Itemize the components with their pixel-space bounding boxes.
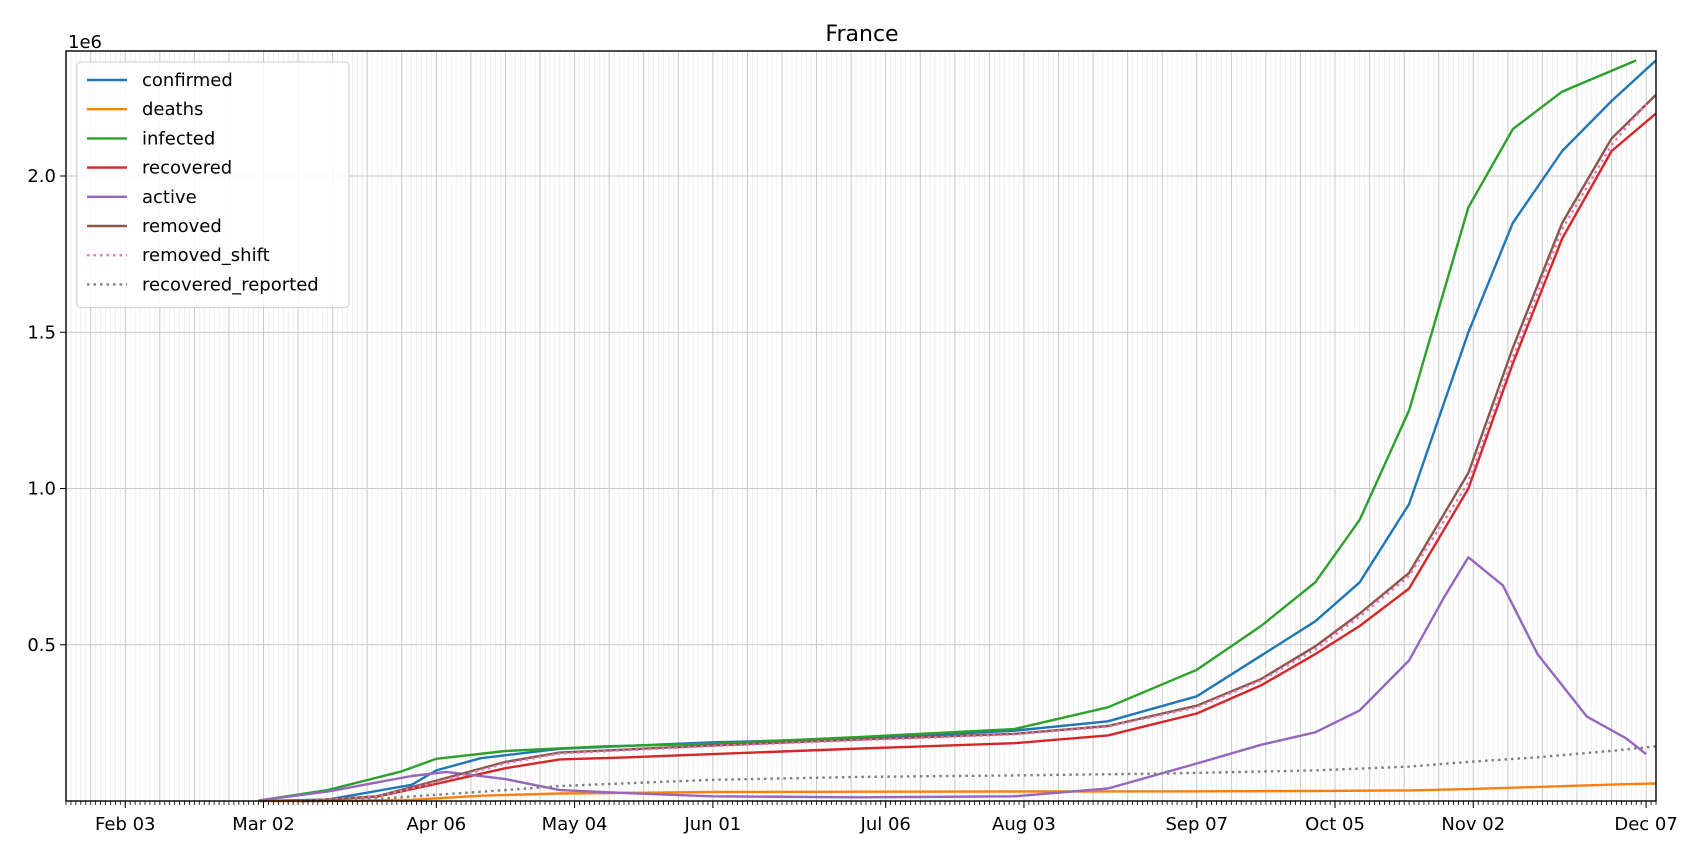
x-tick-label: Nov 02 (1441, 814, 1505, 835)
series-layer (258, 59, 1657, 803)
major-grid (66, 51, 1656, 801)
series-line-infected (258, 59, 1637, 802)
x-axis: Feb 03 Mar 02 Apr 06 May 04 Jun 01 Jul 06 Aug … (65, 801, 1678, 835)
x-tick-label: Sep 07 (1165, 814, 1228, 835)
y-tick-label: 1.5 (27, 322, 56, 343)
y-tick-label: 0.5 (27, 635, 56, 656)
series-line-recovered-reported (302, 745, 1657, 803)
legend-label: recovered_reported (142, 274, 319, 295)
series-line-active (258, 556, 1647, 802)
x-tick-label: Apr 06 (406, 814, 466, 835)
y-tick-label: 1.0 (27, 479, 56, 500)
legend-label: deaths (142, 99, 203, 120)
legend-label: recovered (142, 158, 232, 179)
series-line-recovered (302, 112, 1657, 803)
series-line-deaths (258, 782, 1657, 803)
series-line-removed-shift (302, 103, 1648, 803)
legend: confirmed deaths infected recovered active re… (76, 61, 350, 309)
x-tick-label: Mar 02 (232, 814, 295, 835)
series-line-removed (302, 93, 1657, 803)
y-axis: 0.5 1.0 1.5 2.0 (27, 166, 66, 656)
x-tick-label: Feb 03 (95, 814, 156, 835)
legend-label: removed (142, 216, 222, 237)
x-tick-label: Jul 06 (860, 814, 911, 835)
x-tick-label: May 04 (542, 814, 608, 835)
legend-label: confirmed (142, 70, 233, 91)
chart-title: France (825, 22, 898, 47)
x-tick-label: Oct 05 (1305, 814, 1365, 835)
legend-label: removed_shift (142, 245, 270, 266)
legend-label: active (142, 187, 197, 208)
legend-box (76, 61, 350, 309)
series-line-confirmed (258, 59, 1657, 803)
x-tick-label: Aug 03 (992, 814, 1056, 835)
y-tick-label: 2.0 (27, 166, 56, 187)
legend-label: infected (142, 128, 215, 149)
x-tick-label: Jun 01 (683, 814, 741, 835)
x-tick-label: Dec 07 (1614, 814, 1677, 835)
y-offset-label: 1e6 (68, 32, 102, 53)
